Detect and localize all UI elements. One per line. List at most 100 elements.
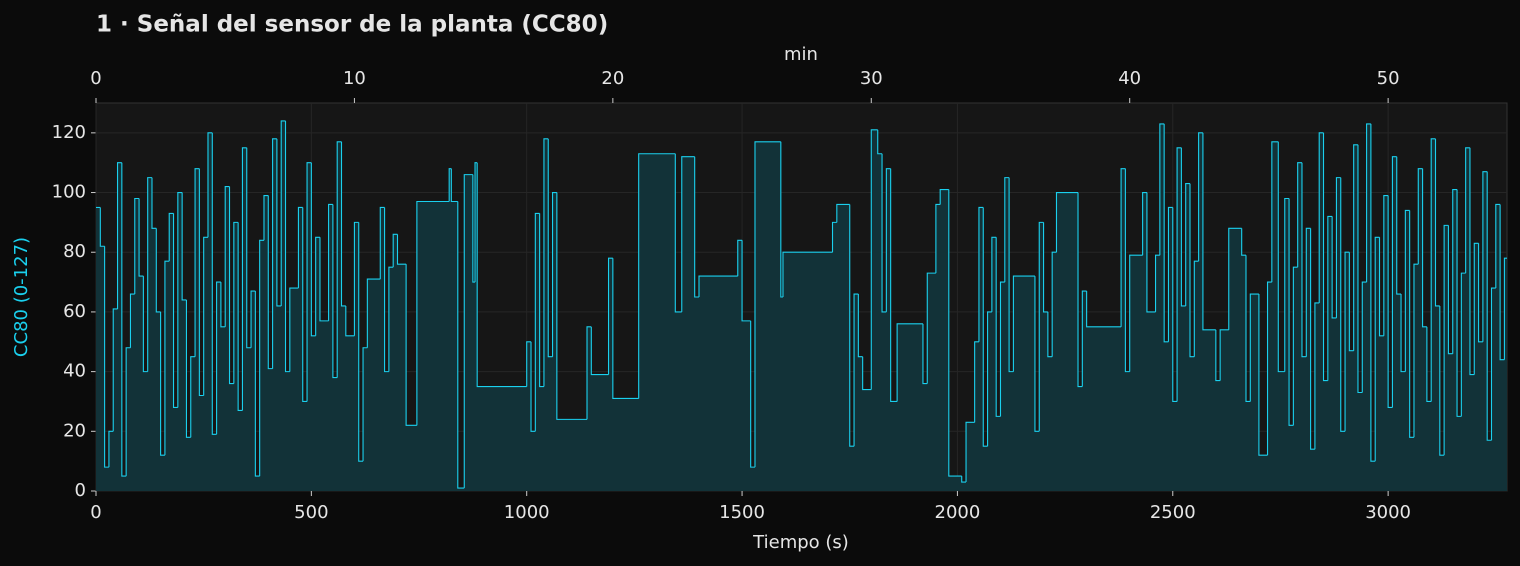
step-segment (185, 299, 191, 438)
step-segment (831, 221, 837, 253)
step-segment (388, 266, 394, 372)
step-segment (1228, 227, 1242, 330)
step-segment (1129, 254, 1143, 372)
step-segment (1301, 162, 1307, 358)
step-segment (1348, 252, 1354, 352)
step-segment (328, 203, 333, 321)
step-segment (1154, 254, 1160, 312)
step-segment (885, 168, 891, 312)
step-segment (362, 347, 368, 462)
step-segment (353, 221, 359, 336)
step-segment (1426, 326, 1432, 403)
step-segment (160, 311, 165, 456)
step-segment (1422, 168, 1427, 328)
step-segment (530, 341, 536, 432)
step-segment (1047, 311, 1053, 358)
x2-tick-label: 40 (1118, 68, 1141, 89)
step-segment (1490, 287, 1496, 441)
step-segment (194, 168, 200, 357)
step-segment (1499, 204, 1505, 361)
step-segment (1288, 198, 1294, 426)
step-segment (1034, 276, 1040, 432)
x-tick-label: 0 (90, 502, 101, 523)
step-segment (280, 120, 286, 306)
step-segment (112, 308, 118, 432)
step-segment (155, 228, 161, 313)
y-axis-label: CC80 (0-127) (11, 237, 32, 357)
step-segment (366, 278, 381, 348)
step-segment (284, 120, 290, 373)
step-segment (289, 287, 299, 372)
step-segment (1391, 156, 1397, 408)
step-segment (1430, 138, 1436, 402)
step-segment (881, 153, 887, 313)
step-segment (1460, 272, 1466, 417)
step-segment (978, 206, 984, 342)
step-segment (1258, 294, 1268, 456)
step-segment (1215, 329, 1221, 382)
step-segment (263, 194, 269, 241)
step-segment (1400, 294, 1406, 373)
step-segment (241, 147, 247, 411)
step-segment (448, 168, 452, 202)
step-segment (534, 212, 540, 432)
step-segment (1008, 177, 1014, 373)
step-segment (336, 141, 342, 378)
step-segment (1335, 177, 1341, 318)
step-segment (198, 168, 204, 397)
step-segment (556, 192, 588, 420)
step-segment (190, 356, 196, 438)
step-segment (590, 326, 609, 376)
step-segment (1245, 255, 1251, 403)
step-segment (896, 323, 923, 402)
step-segment (1417, 168, 1423, 265)
step-segment (995, 237, 1001, 417)
step-segment (1176, 147, 1182, 402)
step-segment (1055, 191, 1079, 253)
step-segment (1004, 177, 1010, 283)
step-segment (1413, 263, 1419, 438)
step-segment (267, 195, 273, 370)
step-segment (121, 162, 127, 477)
step-segment (857, 294, 863, 358)
step-segment (172, 213, 178, 408)
step-segment (138, 198, 144, 277)
step-segment (142, 276, 148, 373)
step-segment (754, 141, 781, 468)
y-tick-label: 40 (63, 361, 86, 382)
step-segment (1142, 191, 1147, 256)
step-segment (737, 239, 743, 277)
step-segment (1503, 257, 1507, 360)
step-segment (948, 189, 962, 477)
step-segment (1219, 329, 1229, 381)
step-segment (237, 222, 243, 411)
step-segment (612, 258, 639, 400)
step-segment (181, 192, 187, 301)
step-segment (1409, 210, 1414, 438)
step-segment (1353, 144, 1358, 351)
step-segment (1193, 260, 1199, 357)
step-segment (750, 320, 755, 468)
step-segment (1124, 168, 1130, 373)
step-segment (233, 221, 239, 384)
step-segment (552, 191, 557, 357)
step-segment (315, 236, 320, 336)
step-segment (224, 186, 230, 327)
step-segment (1404, 209, 1410, 372)
x-tick-label: 1500 (719, 502, 765, 523)
step-segment (147, 177, 152, 372)
step-segment (991, 236, 997, 312)
step-segment (539, 213, 544, 388)
step-segment (694, 156, 699, 298)
step-segment (1439, 305, 1445, 456)
step-segment (99, 207, 105, 247)
step-segment (974, 341, 979, 423)
step-segment (1180, 147, 1186, 307)
step-segment (1344, 251, 1350, 432)
step-segment (345, 305, 355, 337)
step-segment (310, 162, 316, 337)
step-segment (164, 260, 170, 456)
step-segment (319, 237, 329, 322)
step-segment (1473, 242, 1479, 375)
